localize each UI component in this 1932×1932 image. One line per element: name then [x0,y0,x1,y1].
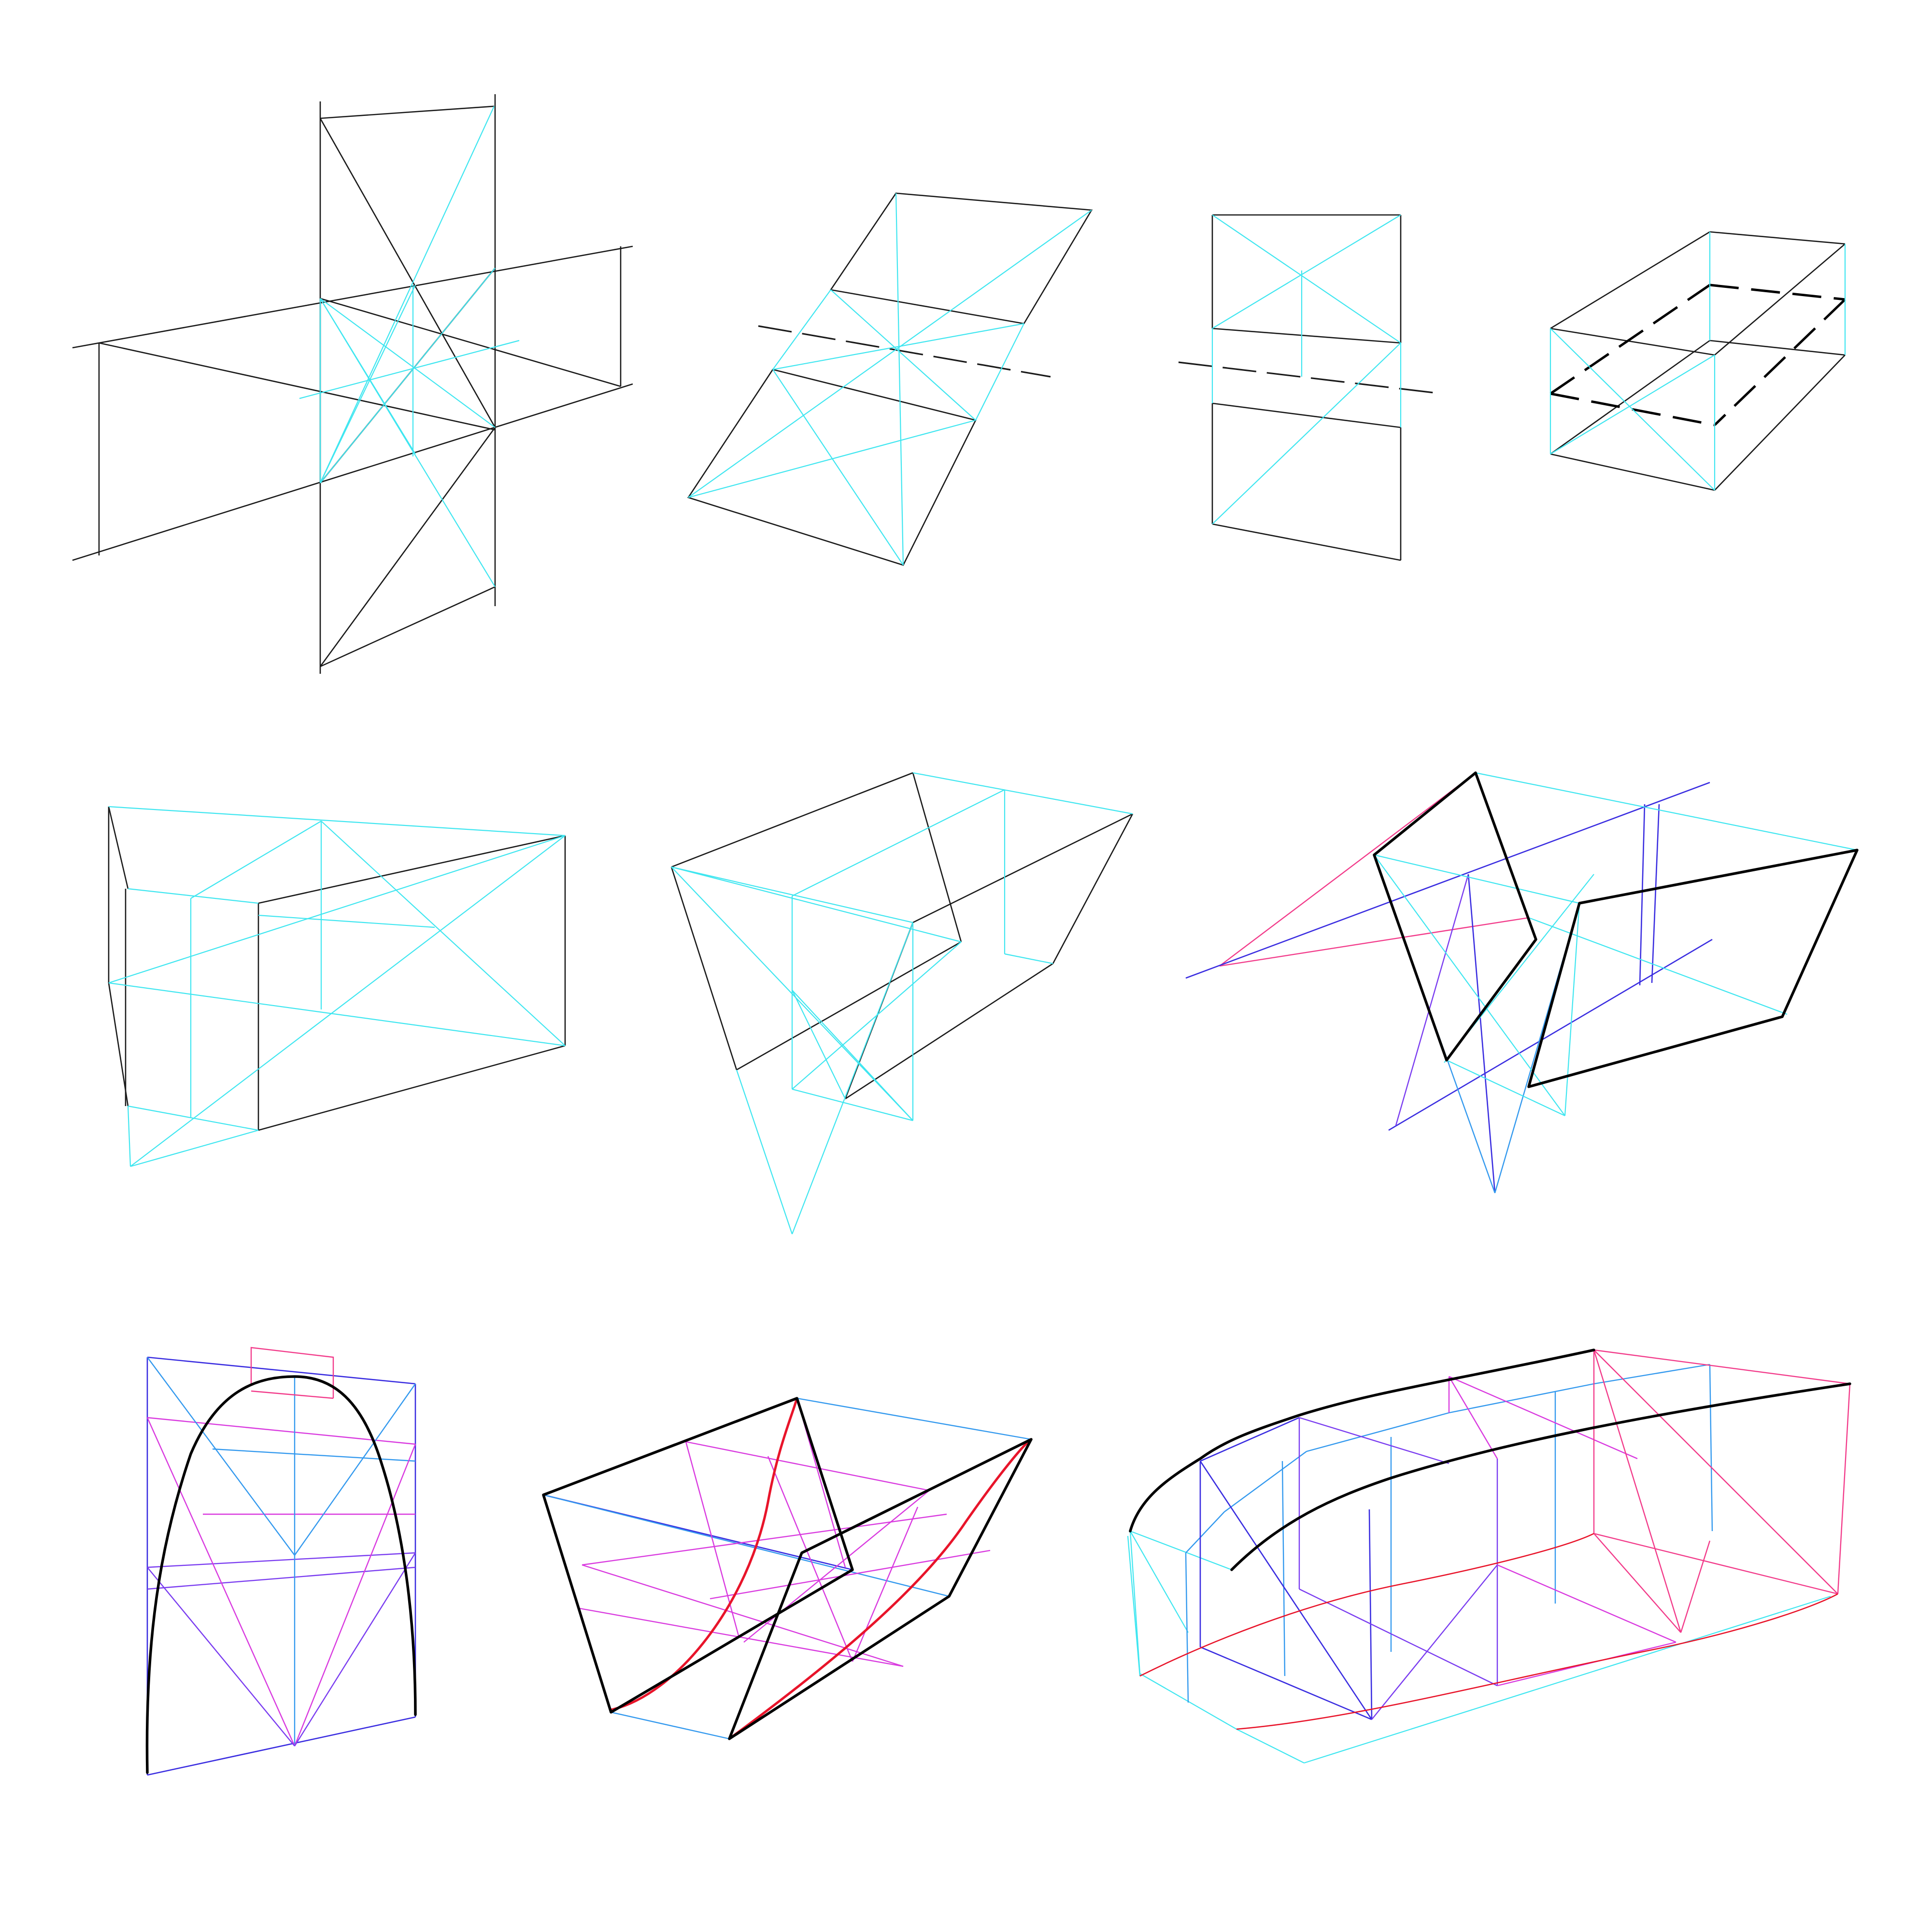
plane-mirror-dashed-axis [688,193,1092,565]
box-side-plane-diagonals [109,807,565,1166]
plane-rotation-with-vanishing-lines [1186,773,1857,1193]
mirrored-planes-construction [72,94,633,674]
long-curved-hull-form [1128,1350,1850,1763]
curved-surface-wedge [543,1398,1031,1739]
arch-in-box [147,1348,415,1775]
box-with-dashed-mid-section [1550,232,1845,490]
rotated-box-construction [671,773,1133,1234]
vertical-plane-mirror-dashed-axis [1179,215,1442,560]
